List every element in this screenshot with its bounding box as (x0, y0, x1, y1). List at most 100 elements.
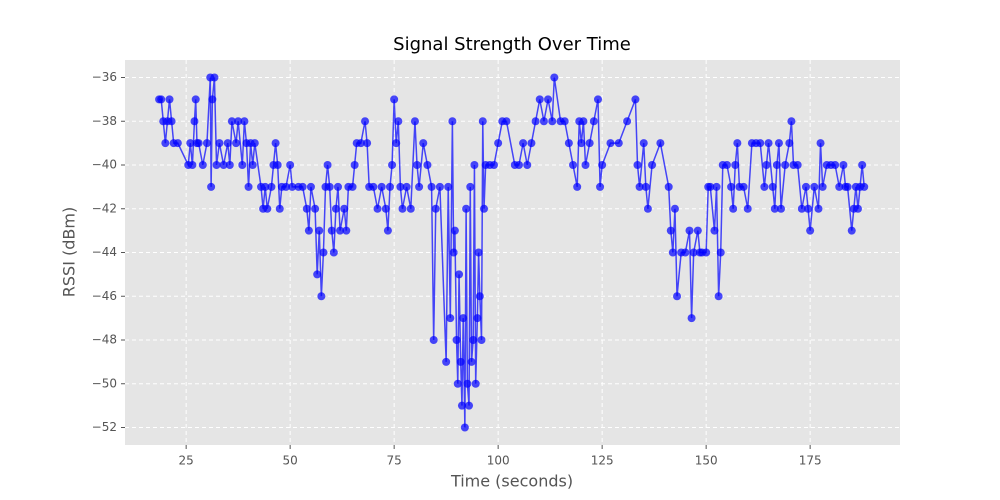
point (544, 95, 553, 104)
point (406, 204, 415, 213)
point (470, 161, 479, 169)
y-tick-label: −44 (92, 245, 117, 259)
point (474, 248, 483, 257)
point (361, 117, 370, 126)
point (363, 139, 372, 148)
point (210, 73, 219, 82)
point (402, 182, 411, 191)
point (460, 423, 469, 432)
x-tick-label: 75 (387, 454, 402, 468)
point (340, 204, 349, 213)
point (238, 161, 247, 169)
point (369, 182, 378, 191)
point (298, 182, 307, 191)
point (313, 270, 322, 279)
point (306, 182, 315, 191)
point (514, 161, 523, 169)
point (673, 292, 682, 301)
point (311, 204, 320, 213)
point (419, 139, 428, 148)
point (579, 117, 588, 126)
point (333, 182, 342, 191)
point (585, 139, 594, 148)
point (304, 226, 313, 235)
y-tick-label: −52 (92, 420, 117, 434)
point (693, 226, 702, 235)
point (781, 161, 790, 169)
point (768, 182, 777, 191)
point (623, 117, 632, 126)
y-tick-label: −36 (92, 70, 117, 84)
point (816, 139, 825, 148)
point (714, 292, 723, 301)
point (446, 314, 455, 323)
point (656, 139, 665, 148)
point (336, 226, 345, 235)
point (631, 95, 640, 104)
point (286, 161, 295, 169)
point (215, 139, 224, 148)
point (442, 357, 451, 366)
point (250, 139, 259, 148)
point (248, 161, 257, 169)
point (756, 139, 765, 148)
point (459, 314, 468, 323)
point (186, 139, 195, 148)
point (452, 336, 461, 344)
point (614, 139, 623, 148)
chart-title: Signal Strength Over Time (393, 34, 631, 55)
point (467, 357, 476, 366)
point (225, 161, 234, 169)
point (639, 139, 648, 148)
point (469, 336, 478, 344)
point (207, 182, 216, 191)
point (423, 161, 432, 169)
point (188, 161, 197, 169)
point (223, 139, 232, 148)
point (641, 182, 650, 191)
point (531, 117, 540, 126)
point (494, 139, 503, 148)
point (475, 292, 484, 301)
y-tick-label: −40 (92, 158, 117, 172)
point (502, 117, 511, 126)
point (527, 139, 536, 148)
point (633, 161, 642, 169)
point (471, 379, 480, 388)
point (325, 182, 334, 191)
point (793, 161, 802, 169)
point (589, 117, 598, 126)
point (670, 204, 679, 213)
point (444, 182, 453, 191)
point (263, 204, 272, 213)
point (729, 204, 738, 213)
point (410, 117, 419, 126)
x-tick-label: 50 (283, 454, 298, 468)
point (435, 182, 444, 191)
point (208, 95, 217, 104)
point (560, 117, 569, 126)
point (716, 248, 725, 257)
point (550, 73, 559, 82)
point (702, 248, 711, 257)
point (473, 314, 482, 323)
point (315, 226, 324, 235)
point (275, 204, 284, 213)
point (198, 161, 207, 169)
point (523, 161, 532, 169)
point (413, 161, 422, 169)
point (267, 182, 276, 191)
point (342, 226, 351, 235)
point (814, 204, 823, 213)
point (539, 117, 548, 126)
point (323, 161, 332, 169)
point (456, 357, 465, 366)
point (190, 117, 199, 126)
point (381, 204, 390, 213)
point (731, 161, 740, 169)
point (635, 182, 644, 191)
point (666, 226, 675, 235)
point (356, 139, 365, 148)
y-tick-label: −50 (92, 376, 117, 390)
